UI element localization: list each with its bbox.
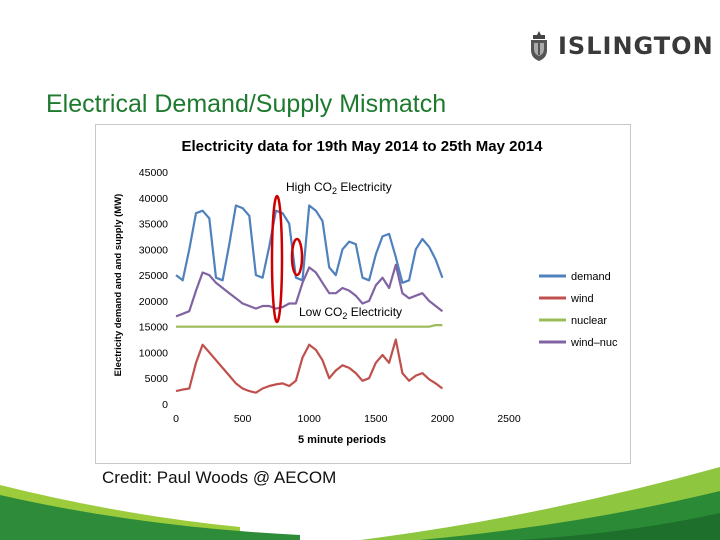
legend: demand wind nuclear wind–nuc	[539, 271, 618, 349]
x-axis-ticks: 0 500 1000 1500 2000 2500	[173, 413, 521, 425]
y-tick-label: 40000	[139, 193, 168, 205]
electricity-chart: Electricity data for 19th May 2014 to 25…	[113, 138, 618, 446]
y-tick-label: 20000	[139, 296, 168, 308]
y-tick-label: 5000	[145, 373, 169, 385]
legend-label: nuclear	[571, 315, 607, 327]
islington-logo: ISLINGTON	[528, 28, 714, 64]
series-lines	[175, 204, 444, 394]
x-tick-label: 2000	[431, 413, 455, 425]
slide-title: Electrical Demand/Supply Mismatch	[46, 90, 447, 118]
low-co2-annotation: Low CO2 Electricity	[299, 305, 402, 321]
legend-label: wind–nuc	[570, 337, 618, 349]
x-axis-label: 5 minute periods	[298, 434, 386, 446]
logo-text: ISLINGTON	[558, 32, 714, 60]
legend-label: wind	[570, 293, 594, 305]
y-axis-label: Electricity demand and and supply (MW)	[113, 194, 124, 377]
high-co2-annotation: High CO2 Electricity	[286, 180, 392, 196]
footer-wave-decoration	[0, 467, 720, 540]
series-line-nuclear	[176, 324, 443, 328]
chart-title: Electricity data for 19th May 2014 to 25…	[182, 138, 544, 155]
high-co2-ellipse	[270, 194, 284, 324]
y-tick-label: 10000	[139, 347, 168, 359]
x-tick-label: 1000	[298, 413, 322, 425]
y-tick-label: 25000	[139, 270, 168, 282]
series-line-demand	[175, 204, 444, 284]
x-tick-label: 0	[173, 413, 179, 425]
y-tick-label: 15000	[139, 322, 168, 334]
chart-frame: Electricity data for 19th May 2014 to 25…	[95, 124, 631, 464]
y-tick-label: 30000	[139, 244, 168, 256]
series-line-wind	[175, 338, 444, 394]
y-tick-label: 45000	[139, 167, 168, 179]
x-tick-label: 500	[234, 413, 252, 425]
x-tick-label: 1500	[364, 413, 388, 425]
y-tick-label: 0	[162, 399, 168, 411]
crest-icon	[531, 31, 547, 61]
series-line-wind-nuc	[175, 263, 444, 318]
credit-text: Credit: Paul Woods @ AECOM	[102, 468, 337, 487]
legend-label: demand	[571, 271, 611, 283]
low-co2-ellipse	[290, 237, 304, 277]
y-axis-ticks: 0 5000 10000 15000 20000 25000 30000 35000 40000…	[139, 167, 168, 411]
y-tick-label: 35000	[139, 219, 168, 231]
x-tick-label: 2500	[497, 413, 521, 425]
